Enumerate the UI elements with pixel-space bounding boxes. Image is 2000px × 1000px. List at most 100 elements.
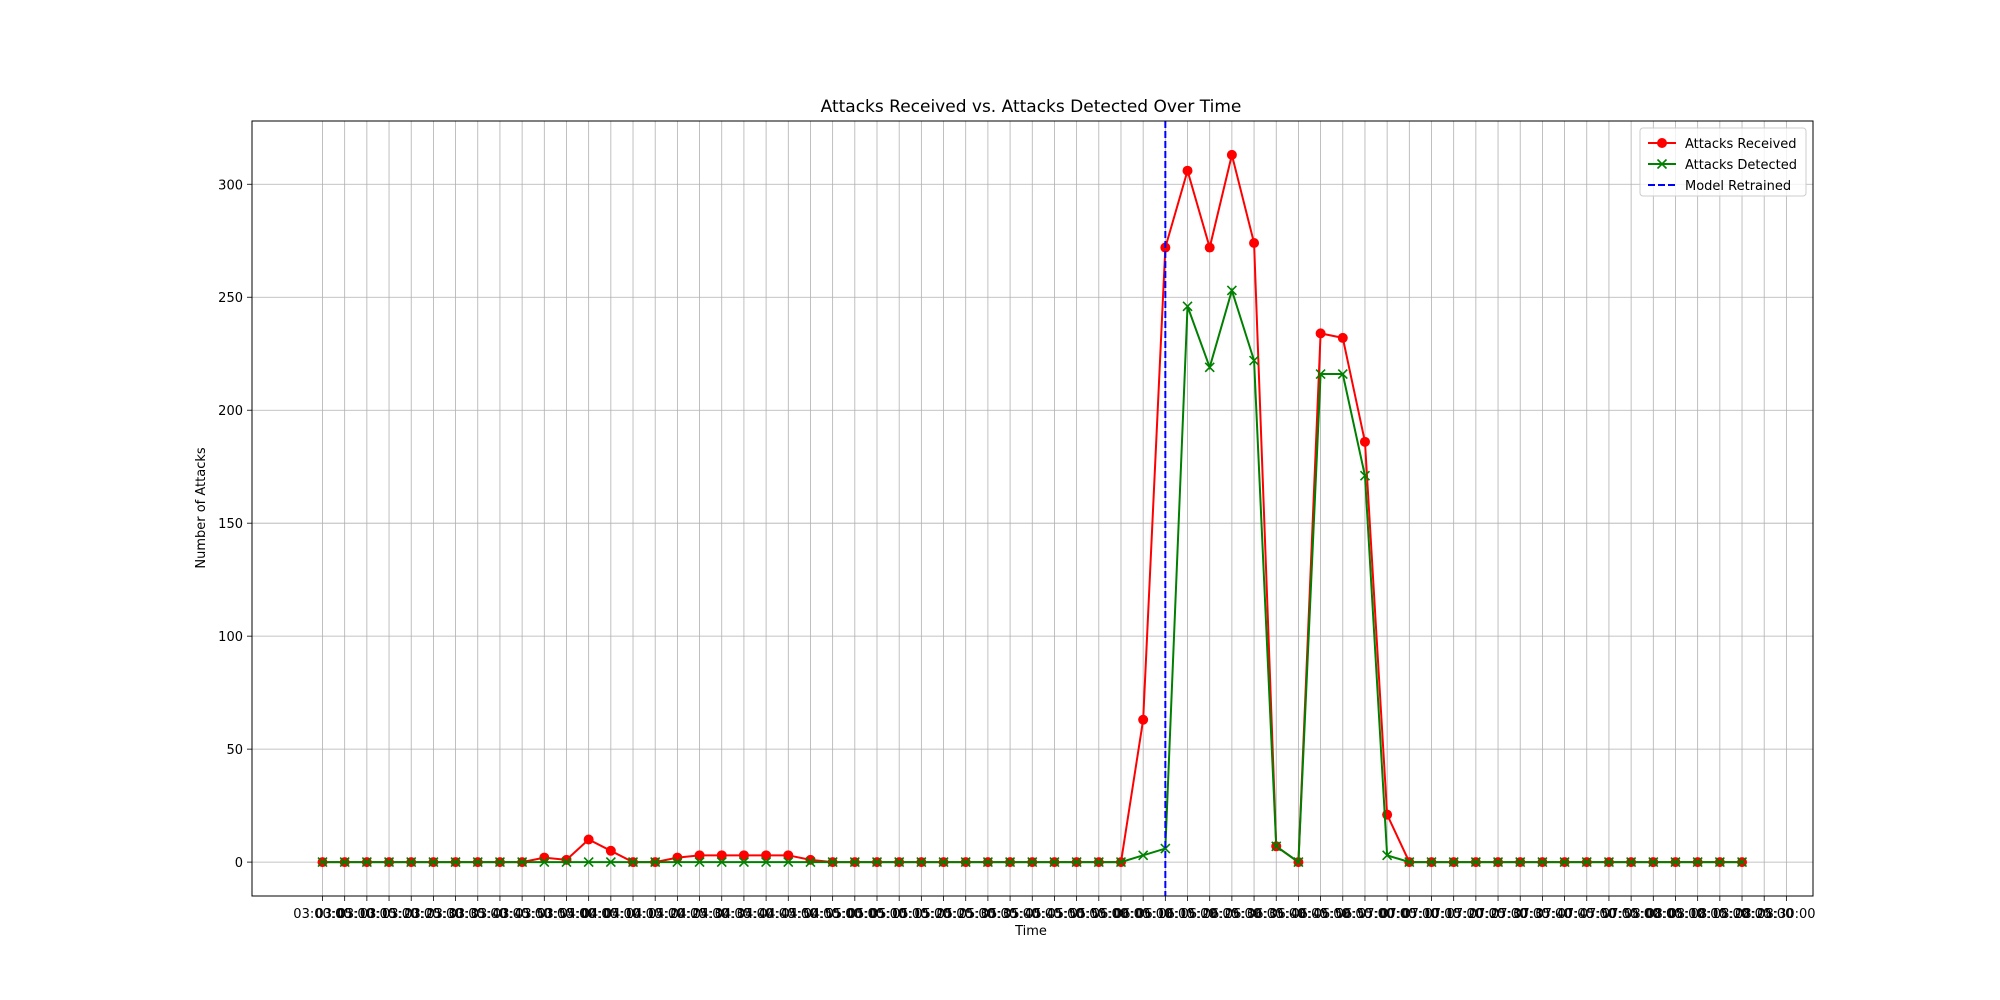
x-axis-label: Time <box>1014 924 1047 939</box>
x-tick-label: 03:05:00 <box>315 907 373 922</box>
data-point <box>1382 850 1393 861</box>
data-point <box>1515 857 1526 868</box>
data-point <box>1093 857 1104 868</box>
data-point <box>1115 857 1127 868</box>
data-point <box>406 857 417 868</box>
data-point <box>583 857 594 868</box>
x-tick-label: 06:55:00 <box>1336 907 1394 922</box>
data-point <box>783 850 794 861</box>
x-tick-label: 07:25:00 <box>1469 907 1527 922</box>
data-point <box>1226 285 1237 296</box>
x-tick-label: 03:45:00 <box>493 907 551 922</box>
data-point <box>1337 332 1348 343</box>
legend-entry: Model Retrained <box>1648 179 1791 194</box>
data-point <box>716 850 727 861</box>
legend-entry: Attacks Received <box>1648 137 1797 152</box>
series-layer <box>317 149 1748 868</box>
x-tick-label: 06:30:00 <box>1225 907 1283 922</box>
data-point <box>1714 857 1725 868</box>
legend: Attacks Received Attacks Detected Model Re… <box>1639 127 1807 197</box>
data-point <box>583 834 594 845</box>
data-point <box>1337 368 1348 380</box>
x-tick-label: 06:20:00 <box>1181 907 1239 922</box>
x-tick-label: 03:00:00 <box>293 907 351 922</box>
x-tick-label: 03:25:00 <box>404 907 462 922</box>
x-tick-label: 03:40:00 <box>471 907 529 922</box>
x-tick-label: 07:00:00 <box>1358 907 1416 922</box>
data-point <box>1005 857 1016 868</box>
data-point <box>561 854 572 865</box>
series-attacks-detected <box>317 285 1748 868</box>
data-point <box>1448 857 1459 868</box>
x-tick-label: 04:05:00 <box>582 907 640 922</box>
data-point <box>428 857 439 868</box>
legend-label: Model Retrained <box>1685 179 1791 194</box>
x-tick-label: 07:45:00 <box>1558 907 1616 922</box>
x-tick-label: 07:35:00 <box>1513 907 1571 922</box>
legend-box <box>1639 127 1807 197</box>
data-point <box>1736 857 1748 868</box>
data-point <box>494 857 506 868</box>
data-point <box>672 857 683 868</box>
data-point <box>605 845 616 856</box>
data-point <box>472 857 483 868</box>
data-point <box>694 850 705 861</box>
x-tick-label: 06:00:00 <box>1092 907 1150 922</box>
data-point <box>738 850 749 861</box>
x-tick-label: 03:30:00 <box>426 907 484 922</box>
data-point <box>517 857 528 868</box>
data-point <box>1160 843 1171 854</box>
plot-frame <box>251 120 1814 897</box>
data-point <box>1204 242 1215 253</box>
legend-entry: Attacks Detected <box>1648 158 1797 173</box>
x-tick-label: 03:20:00 <box>382 907 440 922</box>
x-tick-label: 05:15:00 <box>892 907 950 922</box>
x-tick-label: 05:05:00 <box>848 907 906 922</box>
x-tick-label: 08:10:00 <box>1668 907 1726 922</box>
data-point <box>1138 850 1149 861</box>
data-point <box>1182 301 1193 312</box>
y-tick-label: 250 <box>218 291 243 306</box>
x-tick-label: 07:20:00 <box>1447 907 1505 922</box>
x-tick-label: 06:15:00 <box>1158 907 1216 922</box>
x-tick-label: 08:00:00 <box>1624 907 1682 922</box>
data-point <box>1492 857 1504 868</box>
axis-ticks: 03:00:0003:05:0003:10:0003:15:0003:20:00… <box>218 178 1815 922</box>
x-tick-label: 07:10:00 <box>1402 907 1460 922</box>
data-point <box>805 854 816 865</box>
y-tick-label: 150 <box>218 517 243 532</box>
data-point <box>982 857 993 868</box>
x-tick-label: 05:35:00 <box>981 907 1039 922</box>
y-tick-label: 0 <box>235 856 243 871</box>
x-tick-label: 03:15:00 <box>360 907 418 922</box>
x-tick-label: 03:35:00 <box>449 907 507 922</box>
x-tick-label: 05:30:00 <box>959 907 1017 922</box>
data-point <box>1426 857 1437 868</box>
x-tick-label: 08:20:00 <box>1713 907 1771 922</box>
data-point <box>849 857 860 868</box>
x-tick-label: 04:30:00 <box>693 907 751 922</box>
x-tick-label: 03:55:00 <box>537 907 595 922</box>
data-point <box>827 857 838 868</box>
data-point <box>1027 857 1038 868</box>
x-tick-label: 06:50:00 <box>1314 907 1372 922</box>
data-point <box>938 857 949 868</box>
x-tick-label: 04:45:00 <box>759 907 817 922</box>
data-point <box>1603 857 1615 868</box>
data-point <box>1581 857 1592 868</box>
data-point <box>1182 165 1193 176</box>
data-point <box>1648 857 1659 868</box>
data-point <box>1315 368 1326 380</box>
x-tick-label: 05:00:00 <box>826 907 884 922</box>
x-tick-label: 04:15:00 <box>626 907 684 922</box>
data-point <box>1359 436 1370 447</box>
x-tick-label: 04:40:00 <box>737 907 795 922</box>
x-tick-label: 07:50:00 <box>1580 907 1638 922</box>
data-point <box>1138 714 1149 725</box>
y-tick-label: 100 <box>218 630 243 645</box>
x-tick-label: 06:10:00 <box>1136 907 1194 922</box>
x-tick-label: 05:10:00 <box>870 907 928 922</box>
x-tick-label: 04:20:00 <box>648 907 706 922</box>
x-tick-label: 06:40:00 <box>1269 907 1327 922</box>
